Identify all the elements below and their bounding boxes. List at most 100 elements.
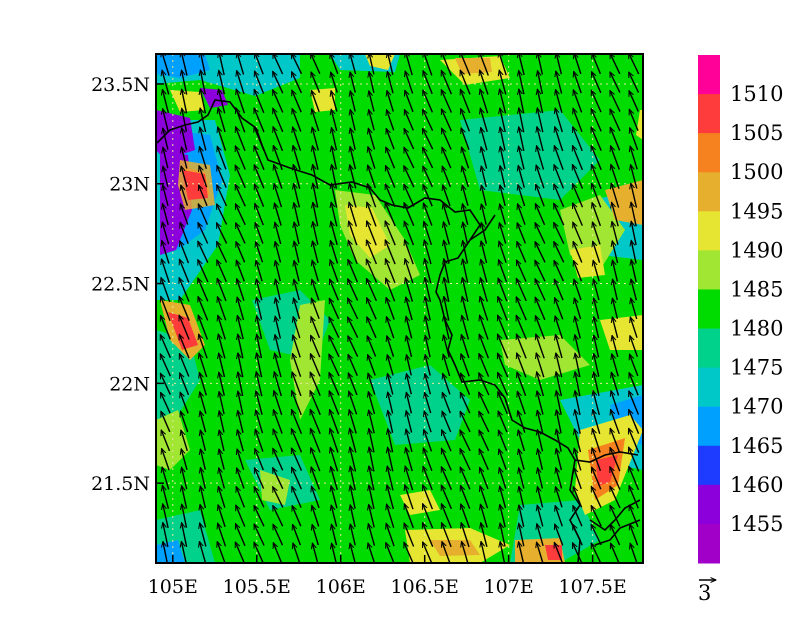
wind-arrow — [163, 542, 168, 563]
wind-arrow — [556, 410, 562, 434]
wind-arrow — [291, 487, 302, 508]
wind-arrow — [518, 204, 526, 225]
wind-arrow — [236, 260, 245, 282]
wind-arrow — [536, 184, 545, 207]
wind-arrow — [424, 240, 432, 265]
wind-arrow — [347, 336, 359, 357]
wind-arrow — [369, 485, 375, 510]
wind-arrow — [574, 54, 582, 75]
wind-arrow — [480, 296, 489, 321]
wind-arrow — [517, 391, 526, 415]
wind-arrow — [478, 392, 490, 414]
wind-arrow — [350, 428, 357, 453]
wind-arrow — [369, 91, 375, 112]
wind-arrow — [350, 447, 357, 472]
x-axis: 105E 105.5E 106E 106.5E 107E 107.5E — [148, 555, 627, 598]
wind-arrow — [499, 449, 507, 470]
wind-arrow — [630, 543, 638, 563]
wind-arrow — [480, 70, 489, 95]
wind-arrow — [388, 54, 394, 75]
wind-arrow — [198, 297, 209, 321]
wind-arrow — [368, 543, 376, 563]
wind-arrow — [443, 373, 451, 395]
wind-arrow — [330, 428, 339, 453]
wind-arrow — [573, 90, 583, 113]
colorbar-label: 1455 — [730, 512, 783, 536]
wind-arrow — [574, 279, 582, 301]
wind-arrow — [253, 487, 265, 508]
colorbar: 1510 1505 1500 1495 1490 1485 1480 1475 1470 1465… — [698, 55, 783, 564]
wind-arrow — [553, 223, 565, 245]
wind-arrow — [292, 109, 302, 132]
wind-arrow — [275, 316, 282, 339]
wind-arrow — [312, 279, 320, 301]
wind-arrow — [200, 89, 207, 114]
wind-arrow — [555, 506, 563, 527]
wind-arrow — [369, 110, 375, 131]
wind-arrow — [406, 392, 413, 414]
wind-arrow — [459, 449, 471, 471]
wind-arrow — [610, 127, 621, 151]
wind-arrow — [331, 505, 338, 527]
wind-arrow — [254, 108, 265, 133]
wind-arrow — [200, 504, 207, 528]
wind-arrow — [463, 241, 469, 264]
wind-arrow — [612, 354, 619, 377]
x-tick-label: 106.5E — [391, 576, 459, 598]
wind-arrow — [609, 72, 621, 93]
wind-arrow — [592, 203, 602, 227]
wind-arrow — [163, 204, 169, 226]
wind-arrow — [534, 242, 546, 263]
wind-arrow — [556, 449, 563, 471]
wind-arrow — [385, 259, 396, 284]
wind-arrow — [537, 410, 544, 434]
wind-arrow — [234, 524, 246, 547]
wind-arrow — [500, 204, 507, 225]
wind-arrow — [367, 221, 377, 246]
wind-arrow — [291, 90, 302, 113]
wind-arrow — [199, 353, 208, 378]
wind-arrow — [179, 315, 190, 340]
wind-arrow — [294, 222, 300, 245]
wind-arrow — [384, 166, 396, 188]
colorbar-swatch — [698, 445, 720, 486]
wind-arrow — [444, 278, 450, 302]
wind-arrow — [369, 410, 375, 434]
wind-arrow — [330, 260, 339, 282]
wind-arrow — [592, 467, 602, 490]
wind-arrow — [406, 316, 413, 339]
wind-arrow — [257, 353, 263, 378]
colorbar-swatch — [698, 484, 720, 525]
wind-arrow — [199, 185, 208, 207]
wind-arrow — [292, 372, 302, 397]
wind-arrow — [294, 260, 300, 282]
wind-arrow — [406, 448, 413, 472]
wind-arrow — [346, 298, 359, 320]
wind-arrow — [462, 166, 469, 188]
wind-arrow — [461, 504, 471, 529]
wind-arrow — [199, 541, 207, 563]
colorbar-swatch — [698, 367, 720, 408]
wind-arrow — [443, 222, 450, 245]
wind-arrow — [537, 127, 544, 152]
wind-arrow — [534, 260, 546, 282]
wind-arrow — [423, 485, 434, 510]
wind-arrow — [384, 202, 396, 227]
wind-arrow — [349, 221, 358, 246]
wind-arrow — [237, 430, 244, 452]
wind-arrow — [555, 334, 563, 359]
wind-arrow — [515, 297, 527, 321]
field-region — [545, 545, 562, 560]
wind-arrow — [612, 202, 619, 227]
field-region — [460, 110, 600, 200]
wind-arrow — [594, 298, 600, 320]
wind-arrow — [611, 146, 620, 170]
wind-arrow — [499, 241, 507, 263]
wind-arrow — [273, 410, 283, 434]
wind-arrow — [237, 468, 245, 489]
x-tick-label: 105E — [148, 576, 198, 598]
wind-arrow — [368, 524, 376, 546]
wind-arrow — [628, 91, 639, 112]
wind-arrow — [384, 184, 396, 208]
wind-arrow — [293, 164, 301, 189]
